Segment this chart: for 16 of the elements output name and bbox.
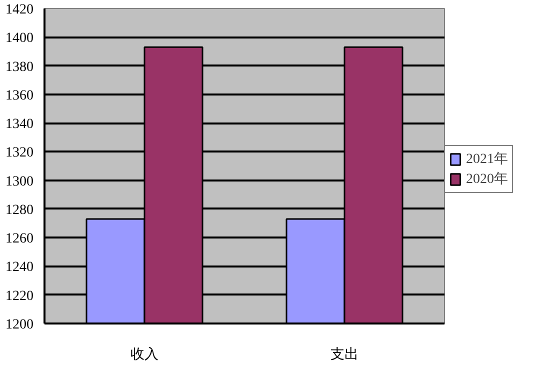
legend-label: 2021年	[466, 150, 508, 168]
y-tick-label: 1240	[6, 260, 34, 276]
y-tick-label: 1220	[6, 288, 34, 304]
y-tick-label: 1320	[6, 146, 34, 161]
y-tick-label: 1280	[6, 202, 34, 218]
y-tick-label: 1380	[6, 60, 34, 75]
y-tick-label: 1260	[6, 232, 34, 247]
y-tick-label: 1420	[6, 2, 34, 18]
y-tick-label: 1400	[6, 31, 34, 46]
y-tick-label: 1300	[6, 174, 34, 190]
x-tick-label: 支出	[330, 346, 358, 362]
y-tick-label: 1360	[6, 88, 34, 104]
x-tick-label: 收入	[130, 346, 158, 362]
y-tick-label: 1340	[6, 117, 34, 132]
legend-label: 2020年	[466, 170, 508, 188]
y-tick-label: 1200	[6, 318, 34, 332]
